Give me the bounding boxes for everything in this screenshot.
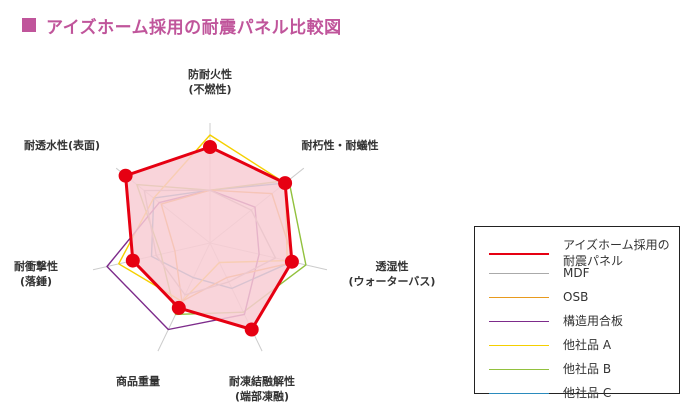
data-point — [284, 254, 299, 269]
title-text: アイズホーム採用の耐震パネル比較図 — [46, 17, 342, 38]
chart-title: アイズホーム採用の耐震パネル比較図 — [22, 12, 342, 38]
axis-label: 商品重量 — [116, 374, 160, 388]
axis-label: 耐凍結融解性(端部凍融) — [229, 374, 295, 403]
data-point — [118, 168, 133, 183]
axis-label: 耐透水性(表面) — [24, 138, 100, 152]
legend-swatch — [489, 345, 549, 346]
legend-swatch — [489, 369, 549, 370]
legend-label: 他社品 C — [563, 386, 612, 400]
legend-label: OSB — [563, 290, 589, 304]
legend-label: アイズホーム採用の耐震パネル — [563, 238, 670, 268]
legend-label: 他社品 A — [563, 338, 612, 352]
data-point — [278, 176, 293, 191]
legend-swatch — [489, 273, 549, 274]
legend-swatch — [489, 297, 549, 298]
legend-label: MDF — [563, 266, 590, 280]
data-point — [203, 140, 217, 154]
axis-label: 防耐火性(不燃性) — [188, 67, 232, 96]
legend-swatch — [489, 253, 549, 255]
data-point — [244, 322, 259, 337]
axis-label: 耐朽性・耐蟻性 — [302, 138, 379, 152]
radar-series — [106, 134, 307, 337]
series-line-0 — [124, 145, 294, 331]
legend-swatch — [489, 393, 549, 394]
data-point — [125, 253, 140, 268]
axis-label: 透湿性(ウォーターバス) — [349, 259, 436, 288]
axis-label: 耐衝撃性(落錘) — [14, 259, 58, 288]
legend-label: 構造用合板 — [563, 314, 624, 328]
data-point — [171, 300, 186, 315]
title-square-icon — [22, 18, 36, 32]
legend: アイズホーム採用の耐震パネル MDF OSB 構造用合板他社品 A 他社品 B 他社品 C — [474, 226, 680, 400]
legend-swatch — [489, 321, 549, 322]
legend-label: 他社品 B — [563, 362, 612, 376]
